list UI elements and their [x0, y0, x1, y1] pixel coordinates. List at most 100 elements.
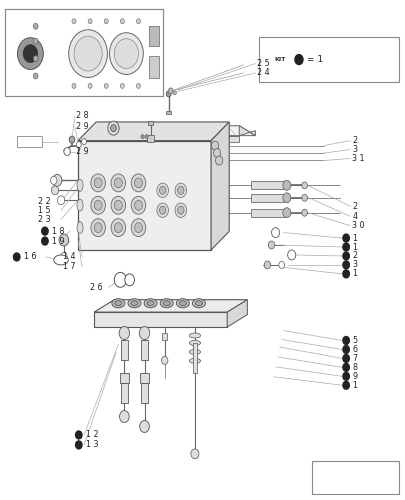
Ellipse shape: [160, 298, 173, 308]
Circle shape: [94, 178, 102, 188]
Text: 2 9: 2 9: [76, 147, 89, 156]
Ellipse shape: [176, 298, 189, 308]
Circle shape: [156, 183, 168, 198]
Text: 1 7: 1 7: [62, 262, 75, 272]
Circle shape: [68, 30, 107, 78]
Circle shape: [119, 326, 129, 340]
Circle shape: [282, 193, 290, 203]
Bar: [141, 383, 148, 402]
Bar: [148, 26, 158, 46]
Circle shape: [159, 206, 166, 214]
Bar: [146, 134, 153, 141]
Ellipse shape: [77, 180, 83, 192]
Bar: [192, 343, 197, 373]
Polygon shape: [13, 12, 158, 16]
Circle shape: [166, 91, 171, 97]
Circle shape: [114, 272, 126, 287]
Bar: [311, 462, 398, 494]
Circle shape: [156, 203, 168, 218]
Text: 1 6: 1 6: [23, 252, 36, 262]
Circle shape: [91, 174, 105, 192]
Ellipse shape: [179, 300, 186, 306]
Circle shape: [104, 19, 108, 24]
Bar: [162, 333, 167, 340]
Text: 6: 6: [351, 345, 356, 354]
Circle shape: [104, 84, 108, 88]
Circle shape: [51, 176, 57, 184]
Circle shape: [301, 194, 307, 202]
Text: 2 5: 2 5: [257, 59, 269, 68]
Bar: [17, 136, 42, 147]
Circle shape: [109, 32, 143, 74]
Text: 2: 2: [351, 252, 356, 260]
Circle shape: [175, 203, 186, 218]
Polygon shape: [78, 140, 211, 250]
Circle shape: [131, 174, 145, 192]
Circle shape: [287, 250, 295, 260]
Text: 9: 9: [351, 372, 356, 381]
Polygon shape: [317, 468, 333, 488]
Circle shape: [211, 141, 218, 150]
Text: 3: 3: [351, 260, 356, 270]
Circle shape: [131, 196, 145, 214]
Text: 1: 1: [351, 242, 356, 252]
Circle shape: [119, 410, 129, 422]
Circle shape: [59, 234, 68, 246]
Bar: [148, 56, 158, 78]
Text: 3 1: 3 1: [351, 154, 364, 163]
Polygon shape: [94, 300, 247, 312]
Ellipse shape: [195, 300, 202, 306]
Circle shape: [145, 134, 148, 138]
Circle shape: [294, 54, 302, 64]
Circle shape: [64, 148, 70, 156]
Ellipse shape: [54, 255, 68, 265]
Ellipse shape: [77, 200, 83, 211]
Bar: [251, 194, 283, 202]
Circle shape: [342, 261, 349, 269]
Text: 1 8: 1 8: [52, 226, 64, 235]
Text: 1: 1: [351, 380, 356, 390]
Polygon shape: [94, 312, 227, 327]
Circle shape: [139, 326, 149, 340]
Circle shape: [76, 142, 81, 148]
Circle shape: [342, 364, 349, 372]
Circle shape: [139, 420, 149, 432]
Circle shape: [134, 178, 142, 188]
Ellipse shape: [130, 300, 138, 306]
Circle shape: [33, 73, 38, 79]
Circle shape: [264, 261, 270, 269]
Circle shape: [134, 222, 142, 232]
Polygon shape: [239, 126, 255, 136]
Circle shape: [177, 206, 183, 214]
Circle shape: [124, 274, 134, 286]
Text: 8: 8: [351, 363, 356, 372]
Bar: [5, 9, 162, 96]
Circle shape: [136, 84, 140, 88]
Ellipse shape: [189, 333, 200, 338]
Circle shape: [52, 174, 62, 186]
Circle shape: [114, 178, 122, 188]
Text: 1 5: 1 5: [38, 206, 51, 214]
Circle shape: [42, 227, 48, 235]
Ellipse shape: [128, 298, 141, 308]
Text: 7: 7: [351, 354, 356, 363]
Ellipse shape: [189, 340, 200, 345]
Text: 5: 5: [351, 336, 356, 345]
Circle shape: [17, 38, 43, 70]
Circle shape: [190, 449, 198, 459]
Circle shape: [74, 36, 102, 71]
Polygon shape: [104, 126, 255, 136]
Ellipse shape: [189, 358, 200, 364]
Text: 2: 2: [351, 202, 356, 210]
Circle shape: [342, 372, 349, 380]
Circle shape: [342, 336, 349, 344]
Text: KIT: KIT: [273, 57, 285, 62]
Circle shape: [94, 200, 102, 210]
Circle shape: [175, 183, 186, 198]
Text: 2: 2: [351, 136, 356, 145]
Bar: [120, 340, 128, 360]
Circle shape: [75, 441, 82, 449]
Bar: [166, 111, 171, 114]
Circle shape: [111, 196, 125, 214]
Ellipse shape: [192, 298, 205, 308]
